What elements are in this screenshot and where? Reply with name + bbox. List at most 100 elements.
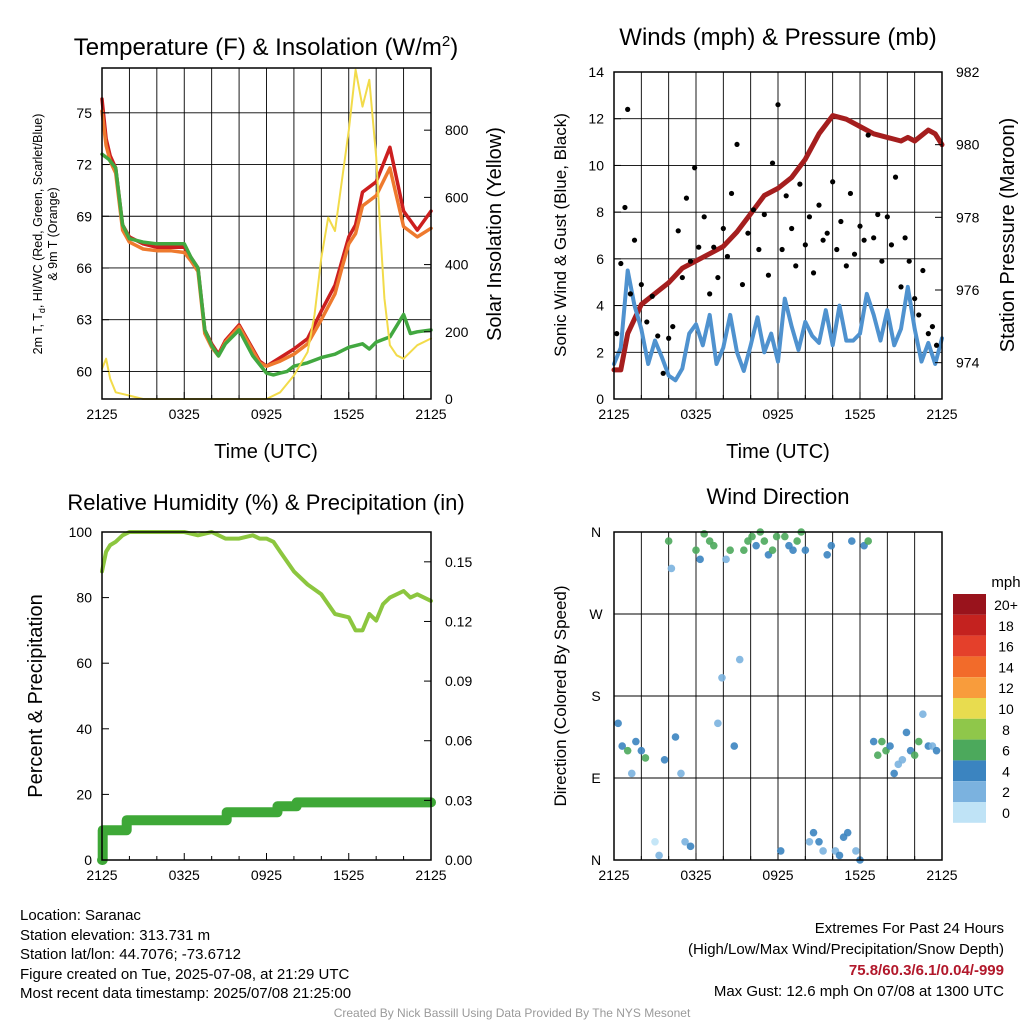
direction-point: [776, 847, 785, 855]
gust-point: [806, 214, 813, 220]
speed-legend-swatch: [953, 656, 986, 678]
direction-point: [686, 842, 695, 851]
extremes-info: Extremes For Past 24 Hours (High/Low/Max…: [688, 918, 1004, 1002]
direction-point: [748, 532, 756, 541]
gust-point: [711, 244, 717, 250]
y-right-tick-label: 980: [956, 137, 980, 153]
gust-point: [692, 165, 698, 171]
wind-title: Winds (mph) & Pressure (mb): [619, 24, 936, 51]
direction-point: [618, 742, 626, 750]
y-right-tick-label: 0.12: [445, 613, 472, 629]
y-tick-label: 0: [84, 852, 92, 868]
series-line: [100, 530, 433, 633]
gust-point: [769, 160, 776, 166]
direction-point: [781, 532, 789, 541]
direction-point: [793, 537, 801, 545]
x-tick-label: 1525: [844, 867, 875, 883]
direction-point: [726, 546, 734, 555]
direction-y-left-label: Direction (Colored By Speed): [551, 585, 570, 806]
gust-point: [631, 237, 638, 243]
gust-point: [888, 242, 895, 248]
gust-point: [679, 274, 685, 281]
station-elevation: Station elevation: 313.731 m: [20, 926, 211, 944]
humidity-panel: Relative Humidity (%) & Precipitation (i…: [25, 490, 472, 883]
gust-point: [865, 132, 871, 138]
wind-panel: Winds (mph) & Pressure (mb) 2125 0325 0925…: [551, 24, 1019, 463]
y-right-tick-label: 0: [445, 391, 453, 407]
gust-point: [660, 370, 666, 376]
direction-point: [835, 851, 844, 860]
direction-point: [815, 837, 823, 846]
direction-point: [614, 719, 622, 728]
direction-point: [730, 742, 739, 750]
gust-point: [875, 211, 881, 218]
x-tick-label: 0925: [762, 867, 793, 883]
direction-point: [660, 755, 669, 764]
gust-point: [861, 237, 867, 243]
direction-point: [801, 546, 810, 555]
gust-point: [920, 267, 926, 274]
speed-legend-label: 10: [998, 701, 1014, 717]
wind-y-left-label: Sonic Wind & Gust (Blue, Black): [551, 113, 570, 357]
gust-point: [898, 284, 904, 290]
y-tick-label: W: [589, 606, 603, 622]
speed-legend-swatch: [953, 614, 986, 636]
y-tick-label: 6: [596, 251, 604, 267]
gust-point: [838, 218, 844, 225]
gust-point: [851, 251, 858, 257]
gust-point: [622, 204, 628, 211]
speed-legend-title: mph: [991, 574, 1020, 591]
y-tick-label: 4: [596, 298, 604, 314]
direction-point: [671, 733, 680, 741]
speed-legend-label: 14: [998, 659, 1014, 675]
gust-point: [625, 106, 631, 112]
y-tick-label: N: [591, 524, 601, 540]
max-gust: Max Gust: 12.6 mph On 07/08 at 1300 UTC: [713, 983, 1004, 1000]
gust-point: [687, 258, 694, 264]
y-tick-label: N: [591, 852, 601, 868]
series-line: [100, 109, 433, 368]
direction-point: [709, 541, 718, 550]
direction-title: Wind Direction: [706, 484, 849, 509]
x-tick-label: 1525: [844, 406, 875, 422]
direction-point: [852, 847, 860, 855]
direction-point: [696, 555, 704, 564]
speed-legend-swatch: [953, 739, 986, 761]
extremes-title: Extremes For Past 24 Hours: [814, 920, 1004, 937]
direction-point: [664, 537, 673, 545]
gust-point: [834, 246, 840, 253]
y-right-tick-label: 200: [445, 324, 469, 340]
direction-point: [735, 655, 744, 664]
gust-point: [683, 195, 690, 201]
gust-point: [843, 263, 849, 269]
gust-point: [765, 272, 772, 278]
x-tick-label: 0925: [251, 867, 282, 883]
x-tick-label: 0325: [169, 406, 200, 422]
y-tick-label: 80: [76, 590, 92, 606]
temperature-x-label: Time (UTC): [214, 441, 318, 463]
y-tick-label: 8: [596, 204, 604, 220]
direction-point: [752, 541, 760, 550]
gust-point: [820, 237, 826, 243]
humidity-axes: 2125 0325 0925 1525 21250204060801000.000.03…: [69, 524, 473, 883]
direction-point: [637, 746, 646, 755]
gust-point: [879, 258, 885, 264]
y-tick-label: 75: [76, 105, 92, 121]
x-tick-label: 2125: [598, 867, 629, 883]
gust-point: [675, 228, 681, 234]
gust-point: [783, 193, 789, 199]
x-tick-label: 1525: [333, 867, 364, 883]
gust-point: [802, 242, 808, 248]
speed-legend-swatch: [953, 781, 986, 802]
direction-point: [902, 728, 911, 737]
direction-point: [667, 564, 676, 573]
direction-point: [827, 541, 836, 550]
y-right-tick-label: 800: [445, 122, 469, 138]
speed-legend-swatch: [953, 635, 986, 657]
temperature-y-right-label: Solar Insolation (Yellow): [484, 127, 506, 341]
speed-legend-swatch: [953, 760, 986, 782]
gust-point: [847, 190, 854, 197]
direction-point: [873, 751, 882, 760]
wind-x-label: Time (UTC): [726, 441, 830, 463]
